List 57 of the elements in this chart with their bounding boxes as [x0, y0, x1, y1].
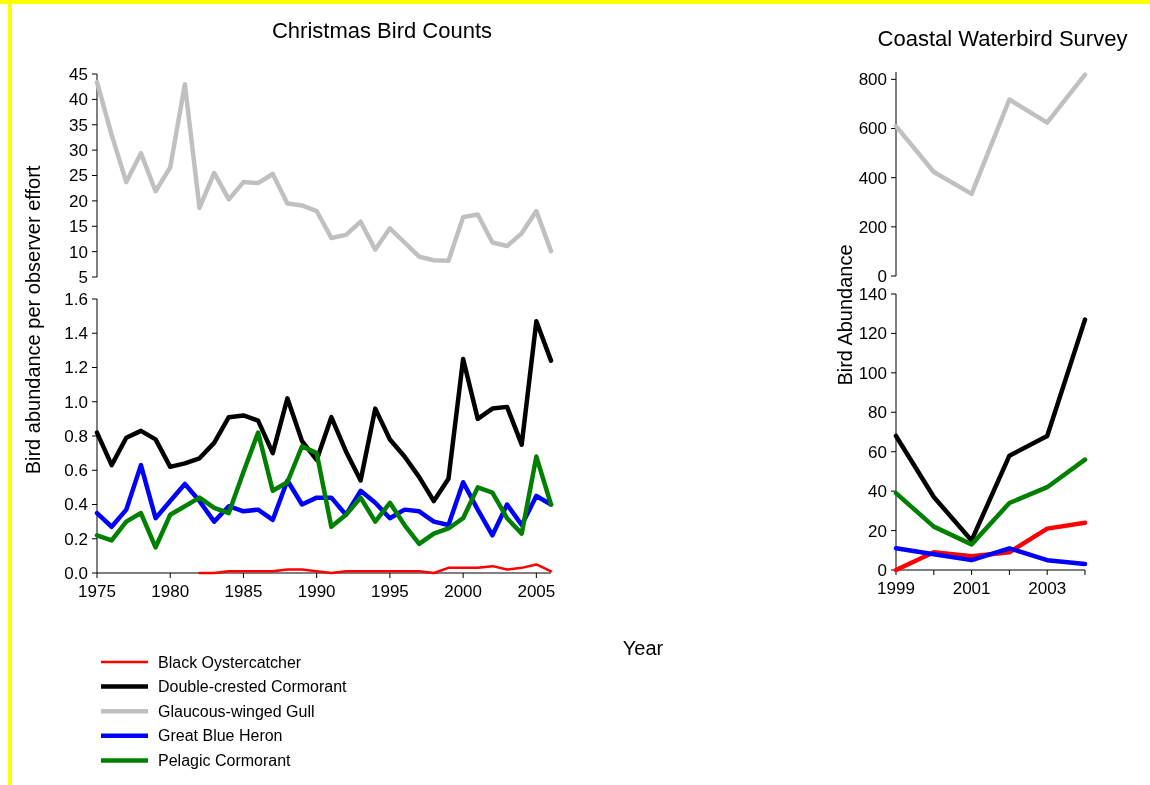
y-tick-label: 0.8 — [64, 426, 88, 446]
y-tick-label: 20 — [69, 191, 88, 211]
y-tick-label: 1.2 — [64, 358, 88, 378]
x-tick-label: 2000 — [444, 582, 483, 601]
x-tick-label: 1985 — [224, 582, 263, 601]
y-tick-label: 20 — [868, 521, 887, 541]
line-series — [94, 79, 554, 264]
y-tick-label: 200 — [858, 217, 887, 237]
line-series — [94, 430, 554, 550]
x-tick-label: 1975 — [78, 582, 116, 601]
y-axis-title: Bird abundance per observer effort — [22, 165, 44, 475]
y-tick-label: 1.0 — [64, 392, 88, 412]
chart-title: Coastal Waterbird Survey — [877, 26, 1128, 51]
y-tick-label: 0 — [877, 560, 887, 580]
legend-label: Black Oystercatcher — [158, 653, 302, 671]
legend-label: Pelagic Cormorant — [158, 752, 292, 769]
y-tick-label: 35 — [69, 115, 88, 135]
x-tick-label: 1990 — [297, 582, 336, 601]
y-tick-label: 0.4 — [64, 495, 88, 515]
y-tick-label: 0.6 — [64, 461, 88, 481]
y-tick-label: 80 — [868, 403, 887, 423]
y-tick-label: 120 — [858, 324, 887, 344]
x-tick-label: 1995 — [370, 582, 409, 601]
legend-label: Double-crested Cormorant — [158, 678, 348, 696]
x-tick-label: 2005 — [517, 582, 556, 601]
y-tick-label: 40 — [868, 482, 887, 502]
line-series — [893, 546, 1088, 567]
y-tick-label: 1.6 — [64, 289, 88, 309]
x-tick-label: 1980 — [151, 582, 190, 601]
x-tick-label: 2001 — [952, 579, 991, 598]
legend-label: Great Blue Heron — [158, 727, 283, 745]
y-tick-label: 10 — [69, 242, 88, 262]
y-tick-label: 40 — [69, 90, 88, 110]
y-tick-label: 45 — [69, 64, 88, 84]
y-tick-label: 30 — [69, 141, 88, 161]
y-tick-label: 0 — [877, 266, 887, 286]
y-tick-label: 0.0 — [64, 563, 88, 583]
y-axis-title: Bird Abundance — [834, 244, 856, 386]
x-tick-label: 2003 — [1028, 579, 1067, 598]
line-series — [893, 457, 1088, 547]
y-tick-label: 5 — [78, 267, 88, 287]
y-tick-label: 1.4 — [64, 324, 88, 344]
y-tick-label: 100 — [858, 363, 887, 383]
legend-label: Glaucous-winged Gull — [158, 702, 315, 720]
x-tick-label: 1999 — [877, 579, 915, 598]
line-series — [198, 563, 553, 575]
line-series — [893, 72, 1088, 197]
y-tick-label: 140 — [858, 284, 887, 304]
y-tick-label: 400 — [858, 168, 887, 188]
y-tick-label: 0.2 — [64, 529, 88, 549]
y-tick-label: 600 — [858, 119, 887, 139]
y-tick-label: 800 — [858, 70, 887, 90]
y-tick-label: 60 — [868, 442, 887, 462]
y-tick-label: 15 — [69, 217, 88, 237]
y-tick-label: 25 — [69, 166, 88, 186]
x-axis-title: Year — [622, 637, 664, 659]
chart-title: Christmas Bird Counts — [271, 18, 493, 43]
